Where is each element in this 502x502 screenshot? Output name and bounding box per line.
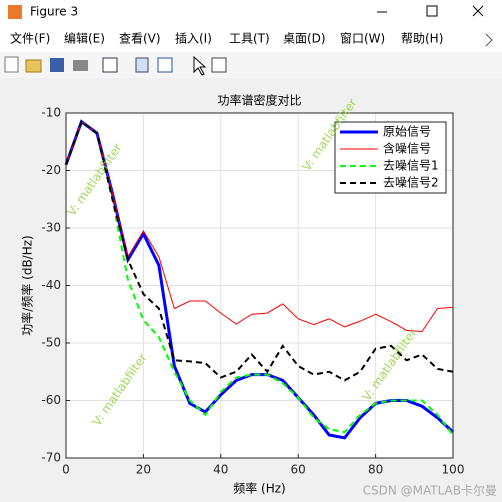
property-icon[interactable] [211,57,227,73]
legend-label: 去噪信号2 [383,176,439,190]
toolbar-icons [4,55,227,76]
window-title: Figure 3 [30,5,78,19]
legend-label: 原始信号 [383,125,431,139]
pointer-icon[interactable] [193,55,207,76]
y-tick-label: -50 [41,336,61,350]
colorbar-icon[interactable] [135,57,149,73]
menu-item[interactable]: 文件(F) [10,31,50,46]
y-tick-label: -40 [41,278,61,292]
x-tick-label: 100 [442,463,465,477]
link-icon[interactable] [102,57,118,73]
legend-icon[interactable] [157,57,173,73]
axes-box [65,112,454,459]
maximize-button[interactable] [426,5,438,17]
y-tick-label: -70 [41,451,61,465]
close-button[interactable] [472,5,484,17]
y-axis-label: 功率/频率 (dB/Hz) [20,235,35,335]
open-icon[interactable] [25,59,42,73]
y-tick-label: -20 [41,163,61,177]
x-axis-label: 频率 (Hz) [233,481,286,496]
print-icon[interactable] [73,60,88,71]
menu-item[interactable]: 编辑(E) [64,31,105,46]
legend-box [334,121,447,194]
menu-bar [0,25,502,52]
app-icon [8,5,22,19]
x-tick-label: 0 [62,463,70,477]
y-tick-label: -10 [41,106,61,120]
menu-item[interactable]: 查看(V) [119,32,161,46]
new-icon[interactable] [4,56,19,73]
x-tick-label: 40 [213,463,228,477]
y-tick-label: -30 [41,221,61,235]
menu-overflow[interactable] [485,33,493,47]
menu-item[interactable]: 插入(I) [175,32,212,46]
y-tick-label: -60 [41,393,61,407]
series-line [65,120,454,436]
legend-label: 含噪信号 [383,141,431,156]
legend-label: 去噪信号1 [383,159,439,173]
series-line [65,120,454,382]
x-tick-label: 80 [368,463,383,477]
x-tick-label: 20 [136,463,151,477]
x-tick-label: 60 [291,463,306,477]
series-line [65,120,454,333]
title-bar [0,0,502,25]
credit: CSDN @MATLAB卡尔曼 [363,483,497,498]
save-icon[interactable] [50,58,64,72]
menu-item[interactable]: 帮助(H) [401,32,443,46]
chart-title: 功率谱密度对比 [217,93,301,108]
menu-item[interactable]: 工具(T) [229,32,270,46]
menu-item[interactable]: 桌面(D) [283,32,326,46]
menu-item[interactable]: 窗口(W) [340,32,385,46]
